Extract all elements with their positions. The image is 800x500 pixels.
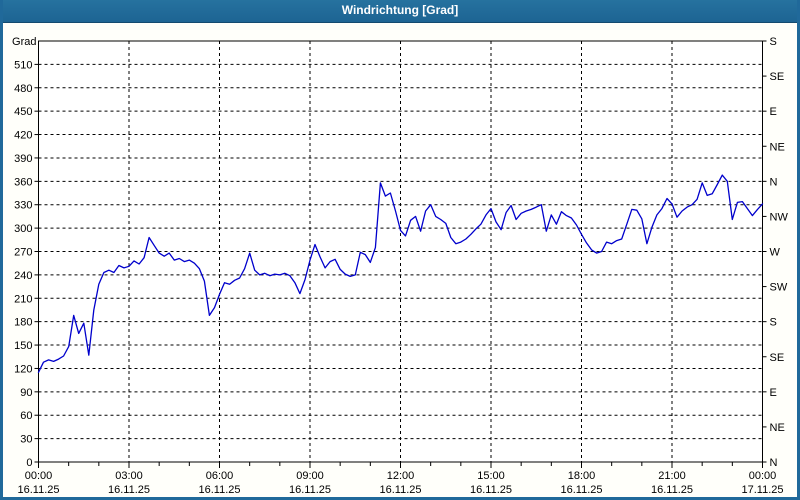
y-right-tick-label: NW — [770, 211, 789, 223]
y-left-tick-label: 90 — [20, 387, 32, 399]
wind-direction-chart: 5104804504203903603303002702402101801501… — [12, 36, 789, 496]
y-right-tick-label: SE — [770, 71, 785, 83]
y-left-tick-label: 240 — [14, 270, 32, 282]
y-left-tick-label: 420 — [14, 130, 32, 142]
x-tick-date-label: 16.11.25 — [289, 484, 331, 496]
y-left-tick-label: 150 — [14, 340, 32, 352]
wind-direction-line — [37, 174, 764, 373]
y-right-tick-label: NE — [770, 422, 785, 434]
x-tick-date-label: 17.11.25 — [741, 484, 783, 496]
x-tick-time-label: 18:00 — [568, 470, 596, 482]
y-left-tick-label: 0 — [26, 457, 32, 469]
y-right-tick-label: N — [770, 176, 778, 188]
y-left-tick-label: 360 — [14, 176, 32, 188]
y-left-tick-label: 510 — [14, 59, 32, 71]
y-left-tick-label: 330 — [14, 200, 32, 212]
x-tick-date-label: 16.11.25 — [651, 484, 693, 496]
y-left-tick-label: 480 — [14, 83, 32, 95]
window-title: Windrichtung [Grad] — [341, 3, 459, 17]
x-tick-time-label: 21:00 — [658, 470, 686, 482]
y-right-tick-label: S — [770, 317, 777, 329]
x-tick-time-label: 12:00 — [387, 470, 415, 482]
y-left-tick-label: 60 — [20, 410, 32, 422]
x-tick-date-label: 16.11.25 — [17, 484, 59, 496]
x-tick-date-label: 16.11.25 — [108, 484, 150, 496]
y-right-tick-label: SE — [770, 352, 785, 364]
y-right-tick-label: SW — [770, 282, 788, 294]
x-tick-time-label: 09:00 — [296, 470, 324, 482]
x-tick-date-label: 16.11.25 — [379, 484, 421, 496]
y-left-tick-label: 390 — [14, 153, 32, 165]
y-left-tick-label: 450 — [14, 106, 32, 118]
y-right-tick-label: E — [770, 106, 777, 118]
y-right-tick-label: W — [770, 247, 781, 259]
y-left-tick-label: 30 — [20, 434, 32, 446]
chart-area: 510 480 450 420 390 360 330 300 270 240 210 180 150 1… — [3, 23, 797, 497]
y-left-tick-label: 270 — [14, 247, 32, 259]
y-left-tick-label: 300 — [14, 223, 32, 235]
y-axis-title: Grad — [12, 36, 36, 48]
x-tick-time-label: 00:00 — [25, 470, 53, 482]
y-left-tick-label: 210 — [14, 293, 32, 305]
x-tick-time-label: 00:00 — [749, 470, 777, 482]
y-right-tick-label: S — [770, 36, 777, 48]
x-tick-time-label: 06:00 — [206, 470, 234, 482]
x-tick-date-label: 16.11.25 — [560, 484, 602, 496]
plot-border — [38, 40, 763, 463]
y-left-tick-label: 180 — [14, 317, 32, 329]
y-right-tick-label: NE — [770, 141, 785, 153]
x-tick-date-label: 16.11.25 — [198, 484, 240, 496]
title-bar: Windrichtung [Grad] — [3, 0, 797, 23]
y-left-tick-label: 120 — [14, 363, 32, 375]
y-right-tick-label: N — [770, 457, 778, 469]
y-right-tick-label: E — [770, 387, 777, 399]
x-tick-time-label: 03:00 — [115, 470, 143, 482]
x-tick-time-label: 15:00 — [477, 470, 505, 482]
x-tick-date-label: 16.11.25 — [470, 484, 512, 496]
